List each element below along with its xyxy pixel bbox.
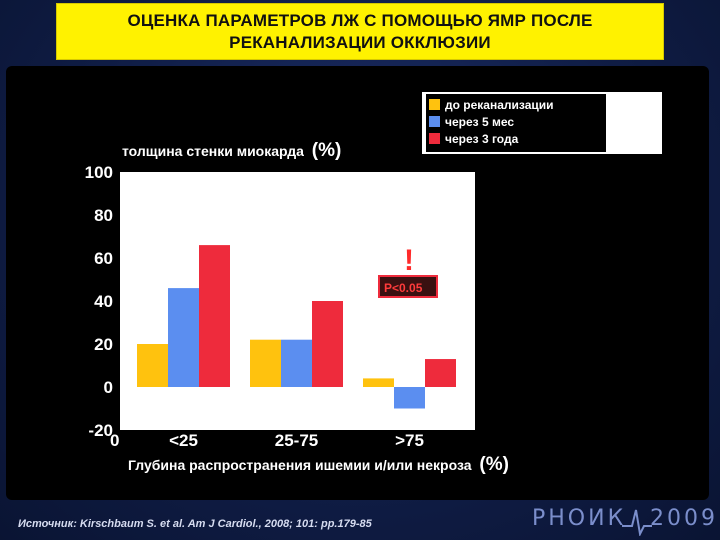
bar	[394, 387, 425, 409]
y-tick-label: -20	[88, 421, 113, 440]
annotation-g2-outer: P<0.05	[273, 233, 312, 247]
bars	[137, 245, 456, 409]
svg-text:Глубина распространения ишемии: Глубина распространения ишемии и/или нек…	[128, 454, 509, 475]
annotation-g1-outer: P<0.001	[158, 181, 203, 195]
title-line-1: ОЦЕНКА ПАРАМЕТРОВ ЛЖ С ПОМОЩЬЮ ЯМР ПОСЛЕ	[127, 10, 593, 30]
bar	[363, 378, 394, 387]
legend-swatch	[429, 116, 440, 127]
bar	[137, 344, 168, 387]
pulse-icon	[622, 509, 652, 536]
legend-swatch	[429, 133, 440, 144]
bar	[250, 339, 281, 387]
highlight-pvalue: P<0.05	[384, 281, 423, 295]
y-axis-label: толщина стенки миокарда	[122, 143, 304, 159]
annotation-g2-left: P=NS	[264, 307, 296, 321]
y-tick-label: 40	[94, 292, 113, 311]
slide-title: ОЦЕНКА ПАРАМЕТРОВ ЛЖ С ПОМОЩЬЮ ЯМР ПОСЛЕ…	[56, 3, 664, 60]
significance-brackets	[148, 201, 441, 365]
legend-label: через 5 мес	[445, 115, 514, 129]
title-line-2: РЕКАНАЛИЗАЦИИ ОККЛЮЗИИ	[229, 32, 491, 52]
x-axis-label: Глубина распространения ишемии и/или нек…	[128, 457, 472, 473]
y-tick-label: 20	[94, 335, 113, 354]
y-tick-label: 60	[94, 249, 113, 268]
annotation-g1-inner: P<0.05	[180, 213, 219, 227]
highlight-box	[378, 275, 438, 298]
logo-text-left: РНОИК	[532, 506, 627, 531]
legend: до реканализации через 5 мес через 3 года	[422, 92, 662, 154]
y-tick-label: 100	[85, 163, 113, 182]
bar	[281, 339, 312, 387]
exclamation-mark: !	[404, 244, 414, 277]
x-tick-label: >75	[395, 431, 424, 450]
svg-text:толщина стенки миокарда: толщина стенки миокарда (%)	[122, 140, 341, 161]
annotation-g2-inner: P<0.05	[292, 268, 331, 282]
x-origin-label: 0	[110, 431, 119, 450]
x-tick-label: <25	[169, 431, 198, 450]
x-ticks: <25 25-75 >75	[169, 431, 424, 450]
bar	[425, 359, 456, 387]
logo-text-right: 2009	[650, 506, 718, 531]
x-tick-label: 25-75	[275, 431, 318, 450]
annotation-g1-left: P<0.001	[140, 247, 185, 261]
source-citation: Источник: Kirschbaum S. et al. Am J Card…	[18, 518, 372, 530]
bar	[312, 301, 343, 387]
y-tick-label: 0	[104, 378, 113, 397]
annotation-g3-top: P=NS	[410, 312, 442, 326]
y-tick-label: 80	[94, 206, 113, 225]
y-ticks: 100 80 60 40 20 0 -20	[85, 163, 113, 440]
bar	[168, 288, 199, 387]
legend-swatch	[429, 99, 440, 110]
x-axis-unit: (%)	[479, 454, 509, 475]
legend-label: до реканализации	[445, 98, 554, 112]
logo: РНОИК 2009	[522, 504, 715, 536]
annotation-g3-bottom: P=NS	[375, 344, 407, 358]
y-axis-unit: (%)	[312, 140, 342, 161]
bar	[199, 245, 230, 387]
legend-label: через 3 года	[445, 132, 519, 146]
